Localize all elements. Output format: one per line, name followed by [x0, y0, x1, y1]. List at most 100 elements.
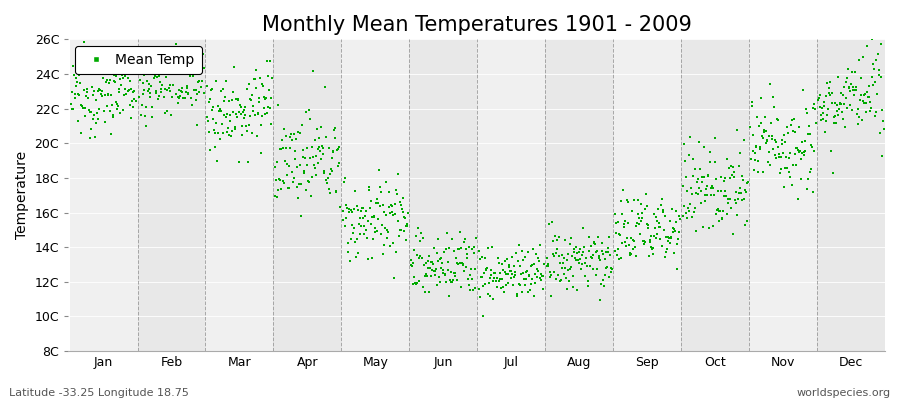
Point — [288, 156, 302, 162]
Point — [138, 112, 152, 119]
Point — [300, 144, 314, 151]
Point — [215, 86, 230, 92]
Point — [643, 239, 657, 245]
Point — [587, 239, 601, 245]
Point — [363, 205, 377, 211]
Point — [374, 188, 388, 195]
Bar — [681, 39, 749, 351]
Point — [771, 144, 786, 150]
Point — [612, 231, 626, 237]
Point — [561, 267, 575, 273]
Point — [841, 66, 855, 72]
Point — [792, 124, 806, 130]
Point — [118, 86, 132, 92]
Point — [460, 250, 474, 257]
Point — [581, 234, 596, 241]
Point — [531, 255, 545, 262]
Point — [282, 185, 296, 192]
Point — [718, 188, 733, 194]
Point — [127, 88, 141, 95]
Point — [672, 216, 687, 222]
Point — [393, 227, 408, 233]
Point — [68, 91, 83, 98]
Point — [495, 275, 509, 282]
Point — [279, 145, 293, 152]
Point — [159, 73, 174, 80]
Point — [293, 213, 308, 220]
Point — [302, 155, 317, 162]
Point — [485, 244, 500, 250]
Point — [180, 83, 194, 89]
Point — [687, 209, 701, 216]
Point — [287, 148, 302, 155]
Point — [96, 69, 111, 76]
Point — [252, 99, 266, 105]
Point — [610, 251, 625, 258]
Point — [754, 94, 769, 101]
Point — [601, 274, 616, 280]
Point — [281, 185, 295, 191]
Point — [832, 106, 846, 112]
Point — [386, 240, 400, 246]
Point — [227, 64, 241, 70]
Point — [860, 42, 874, 49]
Point — [770, 139, 784, 145]
Point — [833, 100, 848, 107]
Point — [684, 185, 698, 191]
Point — [212, 103, 226, 109]
Point — [617, 224, 632, 230]
Point — [773, 165, 788, 172]
Point — [445, 236, 459, 242]
Point — [64, 100, 78, 107]
Point — [166, 58, 181, 65]
Point — [66, 106, 80, 112]
Point — [552, 253, 566, 259]
Point — [280, 172, 294, 178]
Point — [697, 144, 711, 150]
Point — [616, 221, 631, 227]
Point — [710, 187, 724, 194]
Point — [868, 57, 883, 64]
Point — [80, 85, 94, 92]
Point — [219, 78, 233, 84]
Point — [240, 128, 255, 134]
Point — [652, 223, 666, 230]
Point — [614, 255, 628, 262]
Point — [767, 104, 781, 110]
Point — [578, 260, 592, 266]
Point — [340, 205, 355, 211]
Point — [416, 284, 430, 291]
Point — [102, 80, 116, 86]
Point — [436, 267, 450, 273]
Point — [528, 280, 543, 286]
Point — [795, 139, 809, 145]
Point — [554, 277, 568, 284]
Bar — [138, 39, 205, 351]
Point — [422, 289, 436, 296]
Point — [868, 112, 882, 119]
Point — [680, 214, 694, 221]
Point — [209, 78, 223, 84]
Point — [660, 234, 674, 241]
Point — [174, 88, 188, 95]
Point — [829, 101, 843, 108]
Point — [845, 69, 859, 75]
Point — [860, 94, 875, 100]
Point — [851, 56, 866, 63]
Point — [605, 265, 619, 272]
Point — [531, 268, 545, 274]
Point — [705, 183, 719, 190]
Point — [124, 115, 139, 122]
Point — [760, 137, 775, 144]
Point — [505, 270, 519, 277]
Point — [448, 273, 463, 280]
Point — [855, 117, 869, 124]
Point — [710, 207, 724, 213]
Point — [122, 101, 137, 108]
Point — [280, 161, 294, 167]
Point — [571, 257, 585, 264]
Point — [704, 192, 718, 199]
Point — [852, 114, 867, 120]
Point — [706, 222, 721, 229]
Point — [291, 194, 305, 201]
